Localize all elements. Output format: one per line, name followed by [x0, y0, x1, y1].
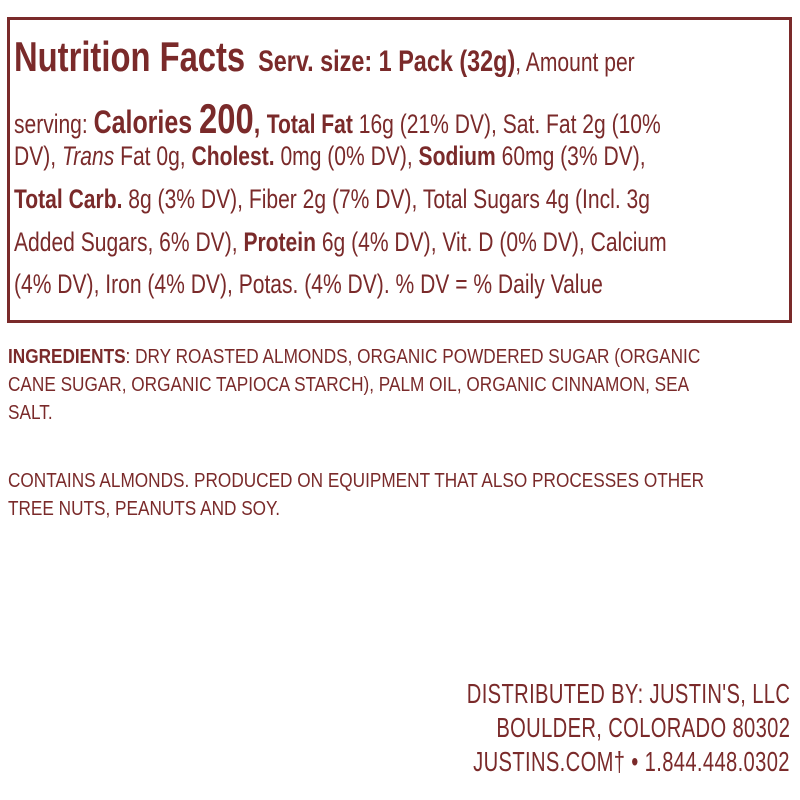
nutrition-text: serving: — [14, 109, 94, 139]
distributor-address: BOULDER, COLORADO 80302 — [496, 712, 790, 743]
nutrition-line: Added Sugars, 6% DV), Protein 6g (4% DV)… — [14, 229, 667, 256]
nutrition-label: Sodium — [418, 141, 496, 171]
nutrition-text: , Amount per — [515, 47, 635, 77]
nutrition-label: Cholest. — [191, 141, 275, 171]
distributor-line: DISTRIBUTED BY: JUSTIN'S, LLC — [466, 678, 790, 709]
nutrition-text: Added Sugars, 6% DV), — [14, 227, 244, 257]
nutrition-text: 16g (21% DV), Sat. Fat 2g (10% — [352, 109, 661, 139]
nutrition-line: Nutrition Facts Serv. size: 1 Pack (32g)… — [14, 36, 635, 78]
nutrition-label: Nutrition Facts — [14, 33, 246, 80]
nutrition-label: Calories — [93, 104, 200, 140]
nutrition-text: (4% DV), Iron (4% DV), Potas. (4% DV). %… — [14, 269, 603, 299]
ingredients-line: CANE SUGAR, ORGANIC TAPIOCA STARCH), PAL… — [8, 374, 690, 396]
nutrition-label: 200 — [199, 95, 254, 142]
nutrition-line: DV), Trans Fat 0g, Cholest. 0mg (0% DV),… — [14, 143, 646, 170]
nutrition-line: (4% DV), Iron (4% DV), Potas. (4% DV). %… — [14, 271, 603, 298]
distributor-contact: JUSTINS.COM† • 1.844.448.0302 — [473, 746, 790, 777]
allergen-statement-line: CONTAINS ALMONDS. PRODUCED ON EQUIPMENT … — [8, 470, 705, 492]
nutrition-facts-box — [7, 17, 792, 323]
nutrition-text: 8g (3% DV), Fiber 2g (7% DV), Total Suga… — [122, 184, 650, 214]
nutrition-text: 6g (4% DV), Vit. D (0% DV), Calcium — [315, 227, 667, 257]
ingredients-line: INGREDIENTS: DRY ROASTED ALMONDS, ORGANI… — [8, 347, 700, 367]
nutrition-text: 60mg (3% DV), — [495, 141, 646, 171]
nutrition-text: DV), — [14, 141, 62, 171]
nutrition-label: Serv. size: 1 Pack (32g) — [245, 45, 516, 78]
nutrition-label: Total Carb. — [14, 184, 123, 214]
nutrition-text: Fat 0g, — [114, 141, 192, 171]
nutrition-label: Trans — [61, 141, 115, 171]
nutrition-text: 0mg (0% DV), — [274, 141, 419, 171]
nutrition-line: serving: Calories 200, Total Fat 16g (21… — [14, 98, 661, 140]
nutrition-label: Total Fat — [266, 109, 353, 139]
nutrition-line: Total Carb. 8g (3% DV), Fiber 2g (7% DV)… — [14, 186, 650, 213]
allergen-statement-line: TREE NUTS, PEANUTS AND SOY. — [8, 498, 281, 520]
nutrition-label: , — [253, 107, 267, 140]
nutrition-label: Protein — [243, 227, 316, 257]
ingredients-text: : DRY ROASTED ALMONDS, ORGANIC POWDERED … — [125, 346, 701, 368]
ingredients-label: INGREDIENTS — [8, 346, 126, 368]
ingredients-line: SALT. — [8, 402, 53, 424]
